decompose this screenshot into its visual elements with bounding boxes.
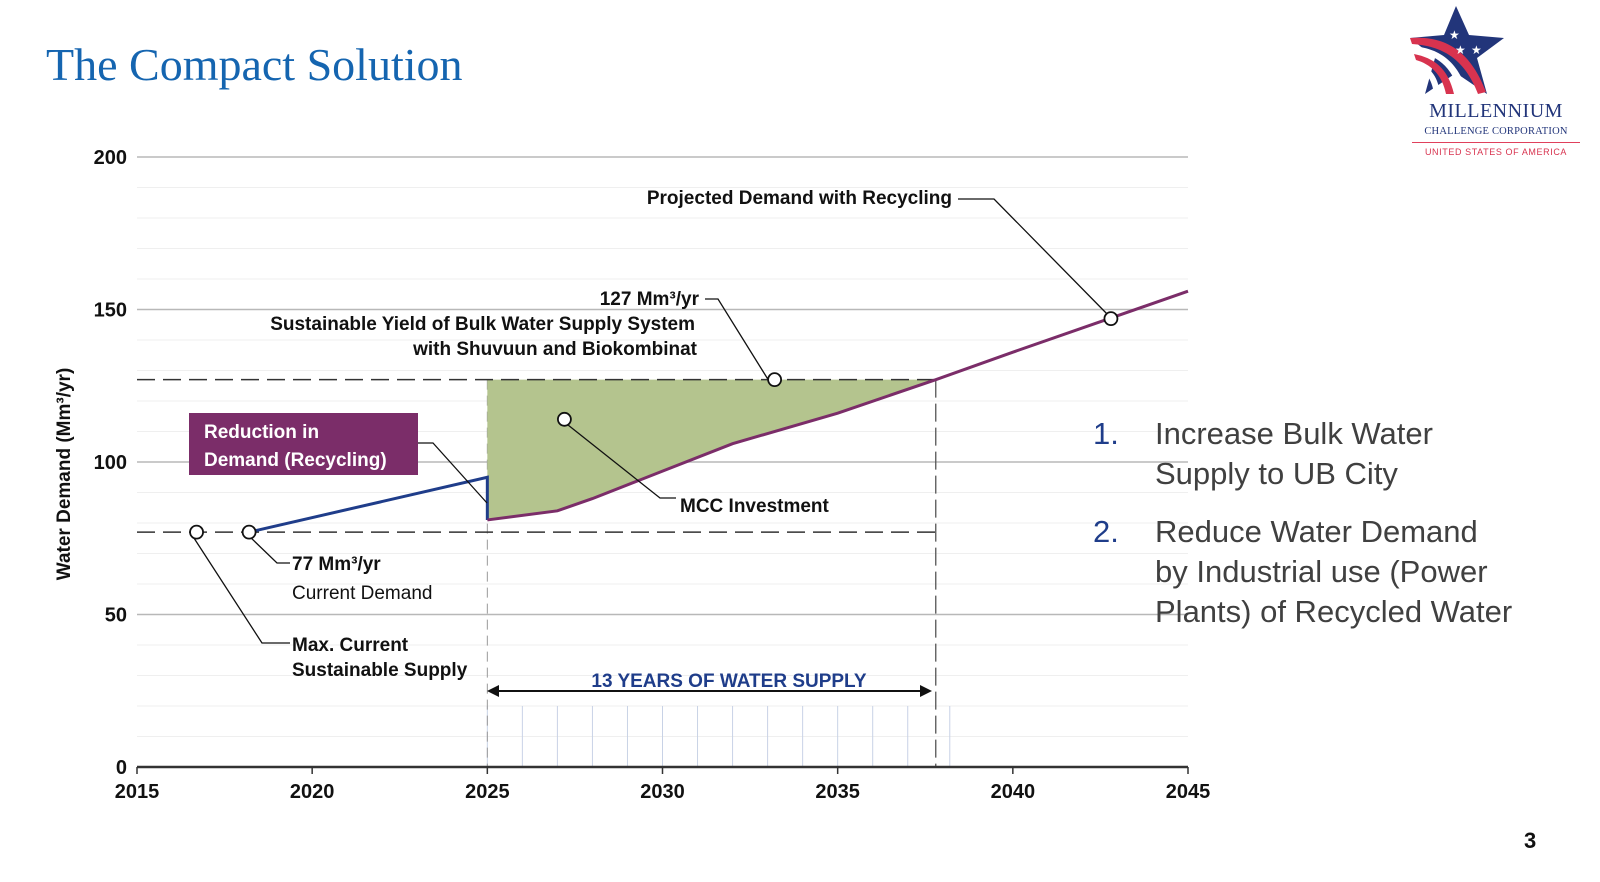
reference-lines	[137, 378, 936, 533]
leader-reduction	[418, 442, 488, 504]
arrow-left-icon	[487, 685, 499, 697]
annotation-mcc: MCC Investment	[680, 496, 830, 517]
marker-points	[189, 311, 1119, 540]
x-tick-label: 2025	[465, 781, 510, 803]
span-label: 13 YEARS OF WATER SUPPLY	[591, 671, 867, 692]
svg-text:★: ★	[1455, 43, 1466, 57]
star-flag-logo-icon: ★ ★ ★	[1410, 6, 1504, 94]
x-tick-label: 2040	[991, 781, 1036, 803]
series-line	[248, 475, 489, 534]
bullet-number: 1.	[1093, 416, 1119, 451]
leader-current	[247, 534, 290, 564]
mcc-investment-area	[487, 379, 936, 520]
y-axis-label: Water Demand (Mm³/yr)	[54, 368, 75, 581]
logo-line2: CHALLENGE CORPORATION	[1424, 126, 1568, 137]
bullet-text: Reduce Water Demand by Industrial use (P…	[1155, 514, 1513, 629]
annotation-max-line2: Sustainable Supply	[292, 660, 468, 681]
mcc-logo: ★ ★ ★ MILLENNIUM CHALLENGE CORPORATION U…	[1408, 2, 1584, 164]
leader-projected	[958, 198, 1112, 319]
logo-rule	[1412, 142, 1580, 143]
y-tick-label: 0	[116, 757, 127, 779]
x-tick-labels: 2015 2020 2025 2030 2035 2040 2045	[115, 767, 1211, 803]
series-lines	[248, 289, 1189, 534]
annotation-yield-line2: with Shuvuun and Biokombinat	[412, 339, 698, 360]
y-tick-label: 100	[94, 452, 127, 474]
yield-marker	[767, 372, 783, 388]
current-demand-marker	[241, 524, 257, 540]
slide-title: The Compact Solution	[46, 39, 463, 90]
leader-lines	[191, 198, 1112, 644]
span-arrow	[487, 685, 932, 697]
mcc-investment-marker	[557, 411, 572, 427]
annotation-yield-value: 127 Mm³/yr	[600, 289, 700, 310]
reduction-callout: Reduction in Demand (Recycling)	[189, 413, 418, 475]
annotation-yield-line1: Sustainable Yield of Bulk Water Supply S…	[270, 314, 695, 335]
annotation-max-line1: Max. Current	[292, 635, 409, 656]
y-tick-label: 200	[94, 147, 127, 169]
x-tick-label: 2015	[115, 781, 160, 803]
reduction-line1: Reduction in	[204, 422, 320, 443]
x-tick-label: 2030	[640, 781, 685, 803]
x-tick-label: 2035	[815, 781, 860, 803]
bullet-list: 1. Increase Bulk Water Supply to UB City…	[1093, 414, 1513, 650]
annotation-current-value: 77 Mm³/yr	[292, 554, 381, 575]
leader-mcc	[562, 420, 676, 499]
bullet-item: 2. Reduce Water Demand by Industrial use…	[1093, 512, 1513, 632]
annotation-current-label: Current Demand	[292, 583, 432, 604]
max-supply-marker	[189, 524, 204, 540]
y-tick-labels: 0 50 100 150 200	[94, 147, 127, 779]
y-tick-label: 150	[94, 300, 127, 322]
projected-demand-marker	[1103, 311, 1119, 327]
bullet-text: Increase Bulk Water Supply to UB City	[1155, 416, 1433, 491]
svg-text:★: ★	[1471, 43, 1482, 57]
reduction-line2: Demand (Recycling)	[204, 450, 387, 471]
logo-line3: UNITED STATES OF AMERICA	[1424, 147, 1568, 157]
bullet-number: 2.	[1093, 514, 1119, 549]
annotation-projected: Projected Demand with Recycling	[647, 188, 952, 209]
bullet-item: 1. Increase Bulk Water Supply to UB City	[1093, 414, 1513, 494]
series-line	[487, 289, 1189, 522]
x-tick-label: 2045	[1166, 781, 1211, 803]
y-tick-label: 50	[105, 605, 127, 627]
leader-max	[191, 534, 290, 644]
leader-yield	[705, 298, 770, 382]
page-number: 3	[1524, 828, 1537, 853]
svg-text:★: ★	[1449, 28, 1460, 42]
logo-line1: MILLENNIUM	[1429, 100, 1563, 122]
x-tick-label: 2020	[290, 781, 335, 803]
arrow-right-icon	[920, 685, 932, 697]
